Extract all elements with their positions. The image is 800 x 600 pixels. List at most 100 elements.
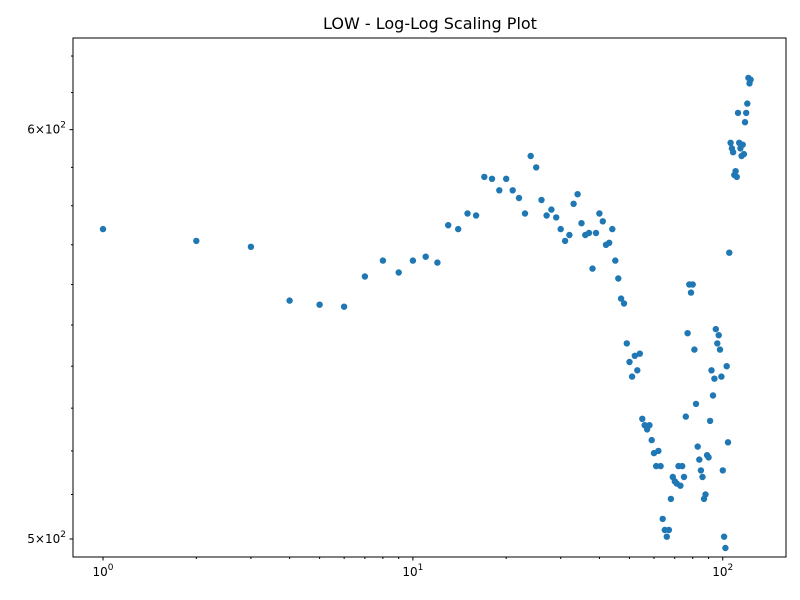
y-tick-label: 5×102 [27, 530, 66, 546]
data-point [708, 367, 715, 374]
data-point [99, 225, 107, 233]
data-point [667, 495, 675, 503]
data-point [612, 257, 619, 264]
data-point [521, 210, 529, 217]
data-point [639, 415, 646, 422]
data-point [733, 173, 740, 181]
data-point [589, 265, 596, 272]
data-point [659, 515, 666, 523]
y-tick-label: 6×102 [27, 121, 66, 137]
data-point [680, 473, 688, 481]
data-point [722, 544, 729, 552]
data-point [636, 350, 643, 357]
data-point [570, 200, 577, 207]
y-axis: 5×102 6×102 [27, 55, 73, 546]
data-point [692, 400, 700, 408]
data-point [395, 269, 402, 276]
x-tick-label: 102 [712, 563, 733, 579]
data-point [665, 526, 673, 534]
data-point [620, 300, 628, 307]
data-point [716, 346, 724, 353]
data-point [634, 367, 641, 374]
data-point [726, 249, 733, 256]
data-point [286, 297, 293, 304]
data-point [561, 237, 569, 245]
data-point [696, 456, 703, 463]
data-point [653, 462, 660, 470]
data-point [682, 413, 689, 420]
data-point [585, 229, 593, 237]
data-point [744, 100, 751, 107]
data-point [657, 462, 664, 470]
data-point [691, 346, 698, 353]
data-point [646, 422, 653, 429]
data-point [711, 375, 718, 382]
data-point [723, 363, 730, 370]
data-points [99, 74, 754, 552]
data-point [714, 340, 721, 347]
data-point [606, 239, 613, 246]
data-point [455, 225, 462, 233]
data-point [739, 141, 746, 148]
data-point [694, 443, 701, 450]
chart-title: LOW - Log-Log Scaling Plot [323, 14, 537, 33]
data-point [488, 175, 496, 182]
plot-frame [72, 37, 787, 558]
data-point [316, 301, 323, 308]
data-point [702, 491, 709, 498]
data-point [592, 229, 600, 237]
x-axis: 100 101 102 [93, 557, 733, 579]
x-tick-label: 101 [402, 563, 423, 579]
data-point [718, 373, 725, 380]
data-point [574, 191, 581, 198]
data-point [422, 253, 429, 260]
data-point [543, 212, 550, 219]
data-point [697, 467, 705, 474]
data-point [496, 187, 503, 194]
data-point [712, 325, 719, 333]
data-point [677, 482, 684, 489]
data-point [679, 462, 686, 470]
data-point [247, 243, 255, 250]
data-point [740, 150, 748, 158]
data-point [617, 295, 625, 302]
data-point [578, 220, 585, 227]
data-point [609, 225, 616, 233]
data-point [720, 533, 728, 540]
data-point [732, 168, 739, 175]
data-point [527, 152, 534, 160]
data-point [655, 447, 662, 455]
data-point [193, 237, 200, 245]
data-point [706, 417, 714, 425]
data-point [743, 109, 750, 117]
data-point [548, 206, 555, 213]
x-tick-label: 100 [93, 563, 114, 579]
data-point [533, 164, 540, 171]
data-point [715, 332, 722, 339]
data-point [628, 373, 636, 380]
data-point [734, 109, 742, 117]
data-point [687, 289, 695, 296]
data-point [445, 222, 452, 229]
data-point [663, 533, 670, 540]
data-point [705, 454, 712, 461]
data-point [626, 358, 633, 366]
data-point [379, 257, 387, 264]
data-point [481, 173, 488, 181]
data-point [741, 119, 749, 126]
data-point [648, 436, 655, 444]
data-point [615, 275, 622, 282]
data-point [409, 257, 417, 264]
data-point [464, 210, 471, 217]
data-point [340, 303, 348, 310]
data-point [596, 210, 603, 217]
data-point [509, 187, 516, 194]
data-point [515, 194, 523, 202]
data-point [361, 273, 369, 280]
data-point [472, 212, 480, 219]
data-point [553, 214, 560, 221]
data-point [747, 76, 754, 83]
data-point [699, 473, 706, 481]
data-point [599, 218, 606, 225]
data-point [538, 196, 545, 204]
